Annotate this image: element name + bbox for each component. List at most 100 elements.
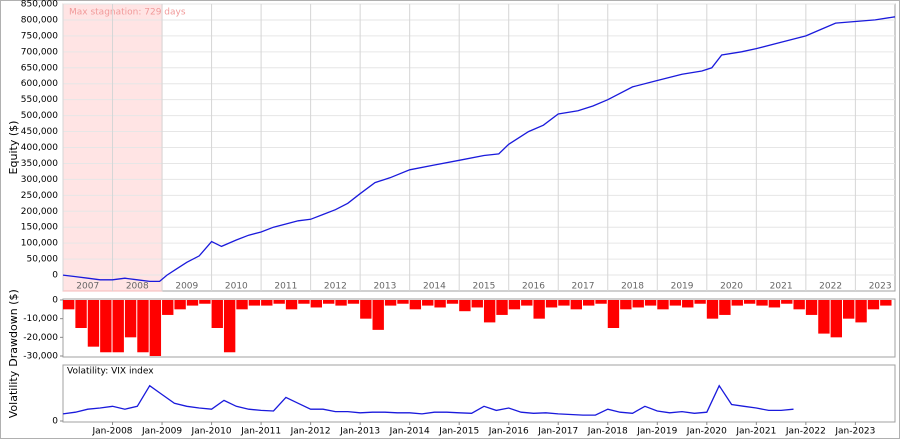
y-tick-label: -20,000 [23,333,58,343]
bar [682,300,694,308]
bar [805,300,818,315]
y-tick-label: 250,000 [21,191,58,201]
bar [174,300,186,310]
bar [298,300,310,304]
y-tick-label: 550,000 [21,95,58,105]
bar [372,300,384,330]
year-label: 2007 [76,282,99,292]
bar [731,300,743,306]
year-label: 2019 [671,282,694,292]
year-label: 2009 [175,282,198,292]
bar [880,300,892,306]
x-tick-label: Jan-2009 [141,427,182,437]
year-label: 2016 [522,282,545,292]
x-tick-label: Jan-2022 [785,427,826,437]
bar [335,300,347,306]
bar [768,300,781,308]
y-tick-label: 650,000 [21,63,58,73]
annotation: Max stagnation: 729 days [69,8,186,18]
year-label: 2021 [770,282,793,292]
year-label: 2013 [373,282,396,292]
bar [434,300,446,308]
bar [236,300,248,310]
y-tick-label: 350,000 [21,159,58,169]
bar [63,300,75,310]
bar [162,300,174,315]
year-label: 2020 [720,282,743,292]
x-tick-label: Jan-2018 [587,427,628,437]
bar [558,300,570,306]
bar [384,300,397,306]
x-tick-label: Jan-2011 [240,427,281,437]
bar [310,300,322,308]
y-tick-label: 300,000 [21,175,58,185]
y-tick-label: -30,000 [23,352,58,362]
bar [112,300,124,353]
year-label: 2015 [472,282,495,292]
panel-title: Volatility: VIX index [67,367,154,377]
bar [223,300,236,353]
x-tick-label: Jan-2012 [290,427,331,437]
bar [323,300,335,304]
x-tick-label: Jan-2008 [92,427,133,437]
bar [409,300,422,310]
bar [533,300,545,319]
bar [756,300,768,306]
bar [508,300,521,310]
y-axis-title: Equity ($) [7,121,20,175]
bar [781,300,793,304]
bar [285,300,298,310]
bar [793,300,805,310]
bar [694,300,706,304]
bar [75,300,87,328]
year-label: 2010 [225,282,248,292]
bar [743,300,756,304]
year-label: 2014 [423,282,446,292]
bar [644,300,657,306]
bar [186,300,199,306]
bar [273,300,285,304]
bar [124,300,137,338]
y-tick-label: 400,000 [21,143,58,153]
bar [137,300,149,353]
bar [570,300,582,310]
bar [719,300,731,315]
year-label: 2008 [126,282,149,292]
bar [595,300,607,304]
bar [199,300,211,304]
y-tick-label: 50,000 [27,255,59,265]
bar [347,300,360,304]
x-tick-label: Jan-2021 [735,427,776,437]
x-tick-label: Jan-2017 [537,427,578,437]
y-tick-label: 850,000 [21,0,58,10]
y-tick-label: 100,000 [21,239,58,249]
y-tick-label: 150,000 [21,223,58,233]
bar [496,300,508,315]
bar [397,300,409,304]
bar [706,300,719,319]
bar [248,300,261,306]
y-axis-title: Volatility [7,370,20,418]
y-tick-label: -10,000 [23,314,58,324]
bar [545,300,558,308]
x-tick-label: Jan-2023 [834,427,875,437]
y-tick-label: 700,000 [21,47,58,57]
bar [459,300,471,312]
x-tick-label: Jan-2016 [488,427,529,437]
bar [100,300,112,353]
x-tick-label: Jan-2013 [339,427,380,437]
year-label: 2023 [869,282,892,292]
bar [669,300,682,306]
bar [422,300,434,306]
y-tick-label: 0 [52,417,58,427]
year-label: 2018 [621,282,644,292]
bar [607,300,620,328]
bar [818,300,830,334]
bar [446,300,459,304]
x-tick-label: Jan-2019 [636,427,677,437]
bar [360,300,372,319]
y-tick-label: 500,000 [21,111,58,121]
x-tick-label: Jan-2015 [438,427,479,437]
y-tick-label: 450,000 [21,127,58,137]
